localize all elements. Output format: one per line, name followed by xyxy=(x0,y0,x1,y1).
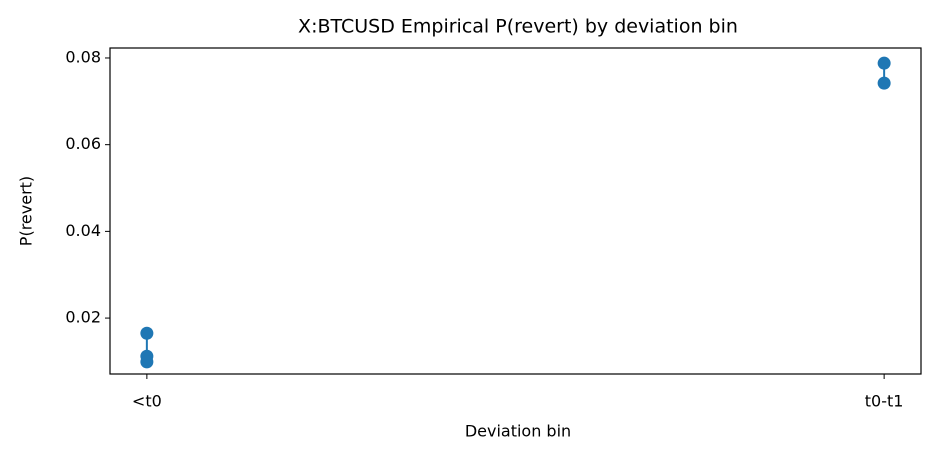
chart-title: X:BTCUSD Empirical P(revert) by deviatio… xyxy=(298,16,738,38)
y-tick-label: 0.08 xyxy=(65,47,101,66)
y-tick-label: 0.04 xyxy=(65,221,101,240)
plot-frame xyxy=(109,47,922,375)
point xyxy=(877,76,891,90)
point xyxy=(140,355,154,369)
point xyxy=(877,56,891,70)
y-axis-label: P(revert) xyxy=(17,176,36,246)
x-tick-label: t0-t1 xyxy=(865,392,904,411)
x-tick-label: <t0 xyxy=(132,392,162,411)
y-tick-label: 0.02 xyxy=(65,308,101,327)
y-tick-label: 0.06 xyxy=(65,134,101,153)
x-axis-label: Deviation bin xyxy=(465,422,571,441)
point xyxy=(140,326,154,340)
